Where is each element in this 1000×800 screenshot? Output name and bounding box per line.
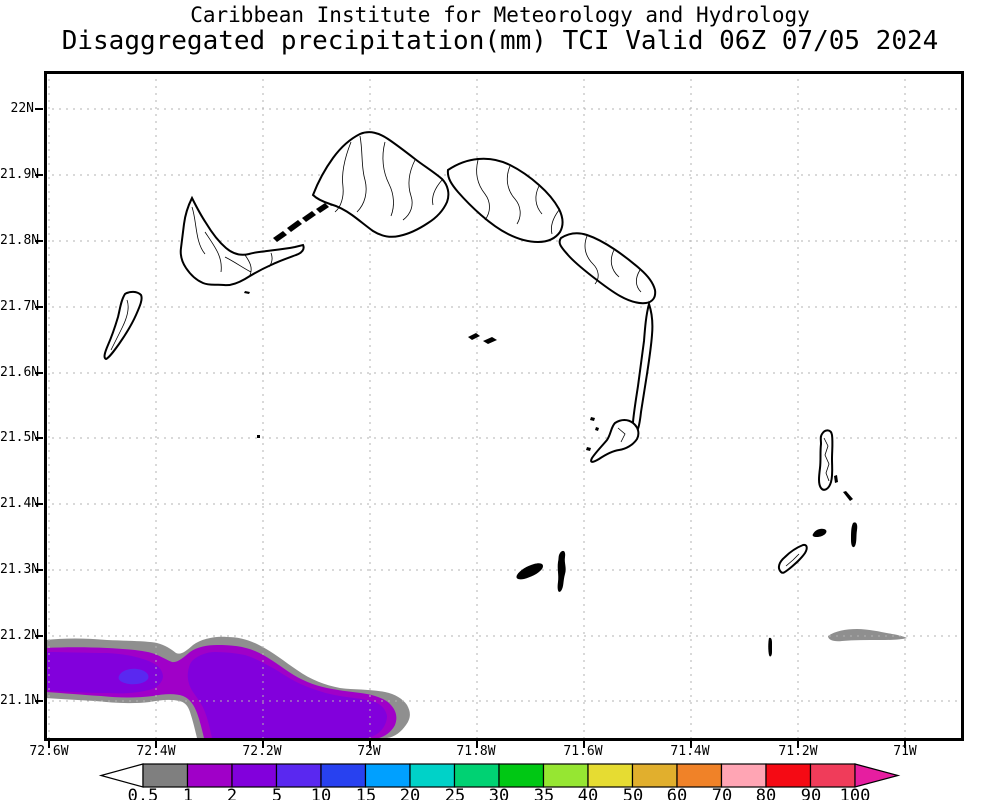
colorbar-tick-label: 80 — [755, 786, 777, 800]
colorbar-above-max-arrow — [854, 763, 901, 788]
plot-subtitle: Disaggregated precipitation(mm) TCI Vali… — [61, 26, 939, 56]
precip-5-10-core — [118, 668, 149, 685]
colorbar-cell — [364, 763, 411, 788]
colorbar — [98, 763, 901, 788]
colorbar-tick-label: 30 — [488, 786, 510, 800]
colorbar-cell — [320, 763, 367, 788]
lon-label: 71W — [893, 744, 917, 759]
colorbar-tick-label: 35 — [533, 786, 555, 800]
lat-label: 21.6N — [0, 365, 40, 380]
island-north-caicos — [311, 131, 450, 238]
colorbar-cell — [186, 763, 233, 788]
colorbar-tick-label: 5 — [271, 786, 283, 800]
colorbar-tick-label: 100 — [839, 786, 871, 800]
colorbar-cell — [587, 763, 634, 788]
lat-label: 21.9N — [0, 167, 40, 182]
lat-label: 21.1N — [0, 693, 40, 708]
colorbar-cell — [231, 763, 278, 788]
island-middle-caicos — [446, 157, 564, 244]
lon-label: 71.4W — [670, 744, 710, 759]
colorbar-tick-label: 50 — [622, 786, 644, 800]
colorbar-tick-label: 1 — [182, 786, 194, 800]
axis-ticks — [35, 108, 906, 748]
lon-label: 71.2W — [778, 744, 818, 759]
colorbar-cell — [542, 763, 589, 788]
colorbar-cell — [275, 763, 322, 788]
lon-label: 72.2W — [242, 744, 282, 759]
colorbar-cell — [498, 763, 545, 788]
map-canvas — [35, 72, 962, 748]
little-ambergris-cay — [557, 550, 566, 592]
colorbar-tick-label: 2 — [226, 786, 238, 800]
colorbar-tick-label: 15 — [355, 786, 377, 800]
colorbar-tick-label: 25 — [444, 786, 466, 800]
lat-label: 21.8N — [0, 233, 40, 248]
colorbar-cell — [142, 763, 189, 788]
island-outlines — [103, 131, 858, 657]
lat-label: 21.3N — [0, 562, 40, 577]
island-providenciales — [179, 195, 305, 287]
big-ambergris-cay — [516, 563, 544, 580]
lat-label: 21.2N — [0, 628, 40, 643]
lon-label: 71.8W — [456, 744, 496, 759]
colorbar-cell — [631, 763, 678, 788]
colorbar-tick-label: 60 — [666, 786, 688, 800]
island-south-caicos — [590, 419, 640, 463]
colorbar-tick-label: 90 — [800, 786, 822, 800]
plot-title: Caribbean Institute for Meteorology and … — [190, 3, 810, 27]
lon-label: 72.4W — [136, 744, 176, 759]
colorbar-cell — [720, 763, 767, 788]
lat-label: 21.5N — [0, 430, 40, 445]
lat-label: 22N — [10, 101, 34, 116]
colorbar-cell — [809, 763, 856, 788]
lat-label: 21.7N — [0, 299, 40, 314]
island-east-caicos — [558, 232, 657, 305]
colorbar-cell — [409, 763, 456, 788]
colorbar-cell — [676, 763, 723, 788]
lon-label: 72W — [357, 744, 381, 759]
colorbar-tick-label: 10 — [310, 786, 332, 800]
colorbar-below-min-arrow — [98, 763, 144, 788]
colorbar-tick-label: 40 — [577, 786, 599, 800]
precip-gray-streak — [828, 629, 907, 642]
lon-label: 72.6W — [29, 744, 69, 759]
island-grand-turk — [818, 429, 834, 491]
precipitation-shading — [45, 629, 907, 738]
colorbar-cell — [453, 763, 500, 788]
colorbar-tick-label: 0.5 — [127, 786, 159, 800]
colorbar-cell — [765, 763, 812, 788]
colorbar-tick-label: 70 — [711, 786, 733, 800]
fish-cays — [468, 333, 480, 340]
lon-label: 71.6W — [563, 744, 603, 759]
precip-2-5-region-east — [187, 652, 387, 738]
lat-label: 21.4N — [0, 496, 40, 511]
map-frame — [44, 71, 964, 741]
colorbar-tick-label: 20 — [399, 786, 421, 800]
grid-lines — [45, 72, 962, 738]
